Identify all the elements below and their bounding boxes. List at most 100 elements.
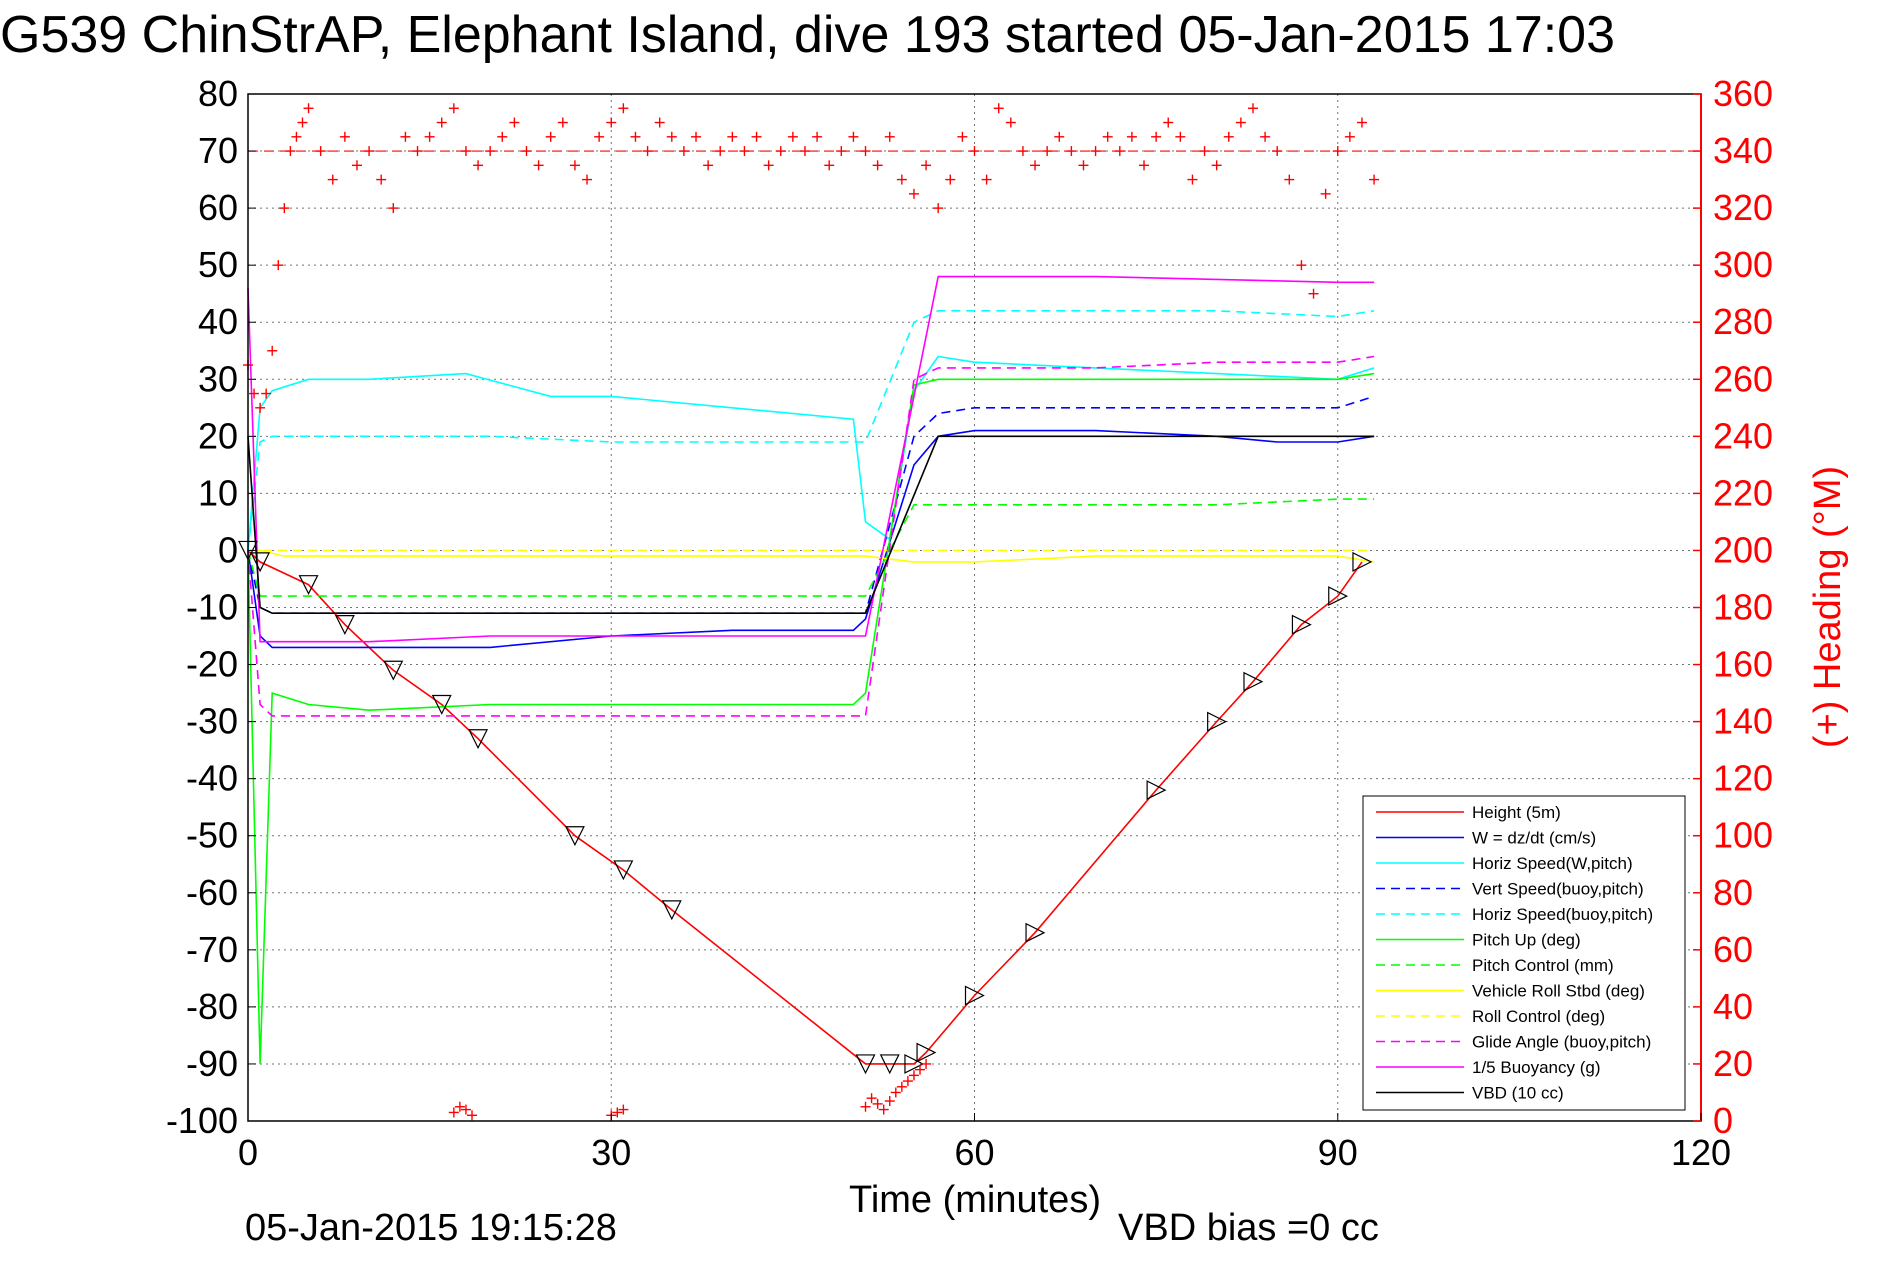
right-tick-label: 340 bbox=[1713, 130, 1773, 171]
series-line bbox=[247, 355, 1375, 717]
heading-point bbox=[376, 174, 387, 185]
heading-point bbox=[1199, 146, 1210, 157]
heading-point bbox=[521, 146, 532, 157]
right-tick-label: 260 bbox=[1713, 358, 1773, 399]
heading-point bbox=[884, 1096, 895, 1107]
heading-point bbox=[812, 131, 823, 142]
heading-point bbox=[1344, 131, 1355, 142]
right-tick-label: 80 bbox=[1713, 872, 1753, 913]
legend-item: Vehicle Roll Stbd (deg) bbox=[1376, 982, 1645, 1001]
dive-marker bbox=[334, 615, 355, 635]
heading-point bbox=[285, 146, 296, 157]
series-line bbox=[247, 372, 1375, 1064]
heading-point bbox=[921, 160, 932, 171]
legend-label: W = dz/dt (cm/s) bbox=[1472, 829, 1596, 848]
heading-point bbox=[921, 1058, 932, 1069]
heading-markers bbox=[243, 103, 1701, 1121]
heading-point bbox=[473, 160, 484, 171]
heading-point bbox=[1235, 117, 1246, 128]
heading-point bbox=[1247, 103, 1258, 114]
heading-point bbox=[715, 146, 726, 157]
heading-point bbox=[303, 103, 314, 114]
series-line bbox=[248, 549, 1375, 563]
heading-point bbox=[890, 1087, 901, 1098]
heading-point bbox=[582, 174, 593, 185]
timestamp-footer: 05-Jan-2015 19:15:28 bbox=[245, 1207, 617, 1249]
heading-point bbox=[1066, 146, 1077, 157]
y-tick-label: -60 bbox=[186, 872, 238, 913]
dive-marker bbox=[298, 575, 319, 596]
heading-point bbox=[824, 160, 835, 171]
dive-marker bbox=[250, 552, 271, 573]
heading-point bbox=[424, 131, 435, 142]
dive-marker bbox=[964, 985, 985, 1006]
heading-point bbox=[448, 1107, 459, 1118]
dive-marker bbox=[1025, 922, 1046, 943]
y-tick-label: 50 bbox=[198, 244, 238, 285]
heading-point bbox=[969, 146, 980, 157]
heading-point bbox=[1139, 160, 1150, 171]
y-tick-label: 40 bbox=[198, 301, 238, 342]
x-axis-ticks: 0 30 60 90 120 bbox=[238, 1113, 1731, 1173]
dive-marker bbox=[1352, 551, 1373, 572]
legend-item: Horiz Speed(W,pitch) bbox=[1376, 854, 1633, 873]
dive-marker bbox=[879, 1054, 900, 1075]
heading-point bbox=[1017, 146, 1028, 157]
y-tick-label: -100 bbox=[166, 1100, 238, 1141]
heading-point bbox=[1042, 146, 1053, 157]
y-axis-ticks: 80 70 60 50 40 30 20 10 0 -10 -20 -30 -40 -50 -60 -70 -8… bbox=[166, 73, 256, 1141]
right-tick-label: 300 bbox=[1713, 244, 1773, 285]
legend-item: W = dz/dt (cm/s) bbox=[1376, 829, 1596, 848]
legend-label: Horiz Speed(W,pitch) bbox=[1472, 854, 1633, 873]
dive-marker bbox=[431, 694, 452, 715]
dive-marker bbox=[1207, 711, 1228, 732]
x-tick-label: 60 bbox=[954, 1132, 994, 1173]
heading-point bbox=[860, 1101, 871, 1112]
right-tick-label: 120 bbox=[1713, 758, 1773, 799]
heading-point bbox=[1030, 160, 1041, 171]
y-tick-label: -20 bbox=[186, 644, 238, 685]
y-tick-label: -10 bbox=[186, 587, 238, 628]
heading-point bbox=[460, 146, 471, 157]
y-tick-label: -80 bbox=[186, 986, 238, 1027]
right-tick-label: 20 bbox=[1713, 1043, 1753, 1084]
legend-item: Pitch Control (mm) bbox=[1376, 956, 1614, 975]
heading-point bbox=[1054, 131, 1065, 142]
legend-label: Pitch Control (mm) bbox=[1472, 956, 1614, 975]
heading-point bbox=[1272, 146, 1283, 157]
heading-point bbox=[739, 146, 750, 157]
chart-title: G539 ChinStrAP, Elephant Island, dive 19… bbox=[0, 6, 1615, 64]
y-tick-label: 30 bbox=[198, 358, 238, 399]
heading-point bbox=[1005, 117, 1016, 128]
dive-marker bbox=[613, 860, 634, 881]
legend-label: Height (5m) bbox=[1472, 803, 1561, 822]
legend-label: Horiz Speed(buoy,pitch) bbox=[1472, 905, 1653, 924]
heading-point bbox=[364, 146, 375, 157]
series-line bbox=[247, 435, 1375, 615]
legend-item: Pitch Up (deg) bbox=[1376, 931, 1581, 950]
dive-marker bbox=[661, 900, 682, 921]
dive-marker bbox=[1328, 586, 1349, 607]
heading-point bbox=[1296, 260, 1307, 271]
y-tick-label: -50 bbox=[186, 815, 238, 856]
heading-point bbox=[957, 131, 968, 142]
heading-point bbox=[727, 131, 738, 142]
heading-point bbox=[315, 146, 326, 157]
heading-point bbox=[454, 1101, 465, 1112]
dive-marker bbox=[904, 1053, 925, 1074]
right-tick-label: 360 bbox=[1713, 73, 1773, 114]
right-tick-label: 0 bbox=[1713, 1100, 1733, 1141]
heading-point bbox=[896, 1081, 907, 1092]
legend-label: Vert Speed(buoy,pitch) bbox=[1472, 880, 1644, 899]
legend-item: Roll Control (deg) bbox=[1376, 1007, 1605, 1026]
heading-point bbox=[1114, 146, 1125, 157]
x-tick-label: 0 bbox=[238, 1132, 258, 1173]
legend-label: 1/5 Buoyancy (g) bbox=[1472, 1058, 1601, 1077]
legend-item: Vert Speed(buoy,pitch) bbox=[1376, 880, 1644, 899]
heading-point bbox=[933, 203, 944, 214]
series-line bbox=[247, 429, 1375, 649]
dive-markers bbox=[238, 540, 1373, 1075]
heading-point bbox=[945, 174, 956, 185]
heading-point bbox=[751, 131, 762, 142]
